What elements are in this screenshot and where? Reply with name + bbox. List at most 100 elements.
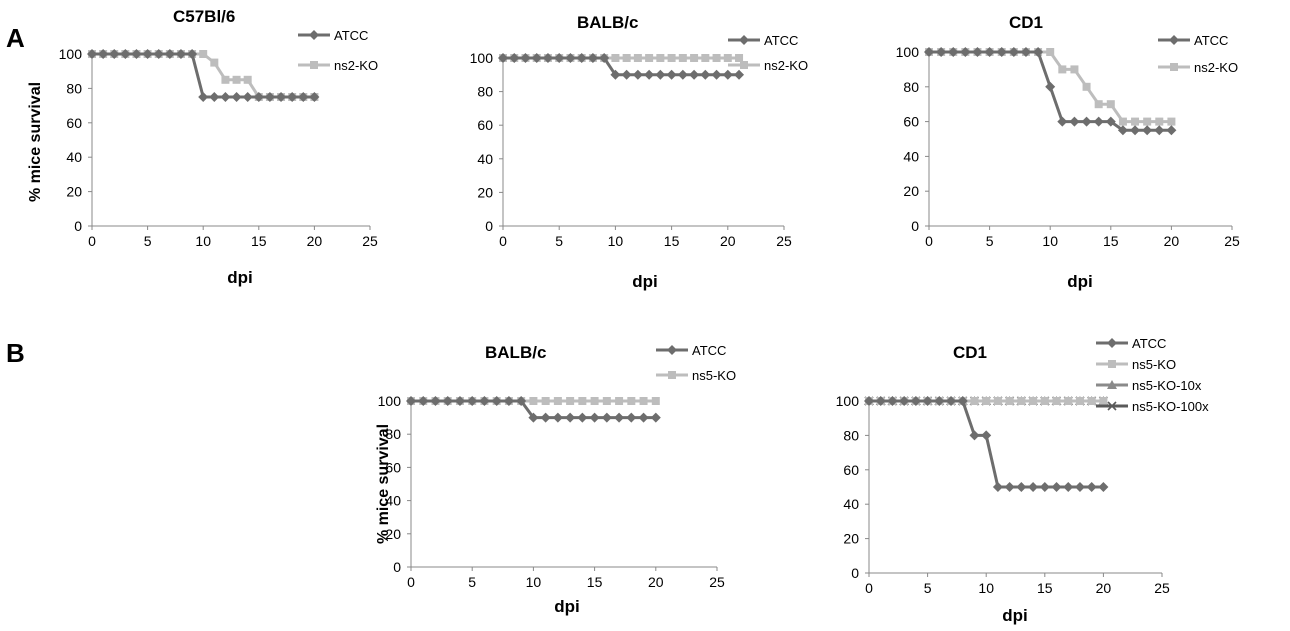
x-tick-label: 5 bbox=[144, 233, 152, 249]
data-point bbox=[645, 54, 654, 62]
data-point bbox=[418, 396, 429, 406]
chart-0: C57Bl/6 0 5 10 15 20 25 0 20 40 60 80 100 dpi % mice s… bbox=[27, 7, 378, 287]
data-point bbox=[981, 430, 992, 441]
data-point bbox=[554, 53, 565, 63]
data-point bbox=[677, 69, 688, 80]
y-axis-label: % mice survival bbox=[27, 82, 44, 202]
x-tick-label: 10 bbox=[978, 580, 994, 596]
x-tick-label: 25 bbox=[709, 574, 725, 590]
data-point bbox=[960, 47, 971, 57]
y-tick-label: 60 bbox=[477, 117, 493, 133]
data-point bbox=[264, 92, 275, 102]
series-line bbox=[92, 52, 315, 99]
data-point bbox=[701, 54, 710, 62]
legend-label: ns5-KO bbox=[1132, 357, 1176, 372]
data-point bbox=[242, 92, 253, 102]
data-point bbox=[1142, 125, 1153, 136]
data-point bbox=[1118, 117, 1127, 126]
chart-1: BALB/c 0 5 10 15 20 25 0 20 40 60 80 100 dpi ATCC ns2-K… bbox=[470, 13, 808, 291]
data-point bbox=[142, 49, 153, 59]
y-tick-label: 40 bbox=[843, 496, 859, 512]
legend-label: ns5-KO-100x bbox=[1132, 399, 1209, 414]
x-tick-label: 10 bbox=[608, 233, 624, 249]
data-point bbox=[1094, 100, 1103, 109]
data-point bbox=[615, 397, 624, 405]
data-point bbox=[689, 69, 700, 80]
data-point bbox=[553, 397, 562, 405]
x-axis-label: dpi bbox=[1067, 272, 1093, 291]
y-tick-label: 60 bbox=[66, 115, 82, 131]
data-point bbox=[589, 412, 600, 423]
legend-label: ns2-KO bbox=[764, 58, 808, 73]
y-tick-label: 100 bbox=[470, 50, 494, 66]
data-point bbox=[711, 69, 722, 80]
x-axis-label: dpi bbox=[1002, 606, 1028, 625]
x-tick-label: 10 bbox=[1042, 233, 1058, 249]
data-point bbox=[621, 69, 632, 80]
data-point bbox=[253, 92, 264, 102]
data-point bbox=[542, 53, 553, 63]
data-point bbox=[1099, 397, 1108, 405]
data-point bbox=[576, 53, 587, 63]
legend-marker bbox=[1107, 338, 1117, 348]
x-tick-label: 10 bbox=[526, 574, 542, 590]
data-point bbox=[1166, 125, 1177, 136]
y-tick-label: 0 bbox=[851, 565, 859, 581]
y-tick-label: 100 bbox=[896, 44, 920, 60]
y-tick-label: 20 bbox=[385, 526, 401, 542]
data-point bbox=[577, 412, 588, 423]
data-point bbox=[627, 397, 636, 405]
legend: ATCC ns2-KO bbox=[298, 28, 378, 73]
data-point bbox=[131, 49, 142, 59]
y-tick-label: 100 bbox=[59, 46, 83, 62]
data-point bbox=[899, 396, 910, 406]
data-point bbox=[626, 412, 637, 423]
series-line bbox=[503, 56, 740, 77]
data-point bbox=[565, 412, 576, 423]
data-point bbox=[690, 54, 699, 62]
data-point bbox=[924, 47, 934, 57]
legend-marker bbox=[668, 371, 676, 379]
data-point bbox=[1058, 65, 1067, 74]
legend-label: ns2-KO bbox=[334, 58, 378, 73]
legend-label: ATCC bbox=[1194, 33, 1228, 48]
chart-3: BALB/c 0 5 10 15 20 25 0 20 40 60 80 100 dpi % mice su… bbox=[375, 343, 736, 616]
series-atcc bbox=[87, 49, 320, 102]
data-point bbox=[1004, 482, 1015, 492]
x-tick-label: 0 bbox=[499, 233, 507, 249]
y-tick-label: 80 bbox=[843, 427, 859, 443]
legend-marker bbox=[309, 30, 319, 40]
data-point bbox=[678, 54, 687, 62]
series-atcc bbox=[864, 396, 1109, 492]
legend-label: ns2-KO bbox=[1194, 60, 1238, 75]
data-point bbox=[210, 58, 219, 67]
x-tick-label: 20 bbox=[1164, 233, 1180, 249]
data-point bbox=[948, 47, 959, 57]
data-point bbox=[1028, 482, 1039, 492]
data-point bbox=[735, 54, 744, 62]
legend-marker-stroke-b bbox=[1107, 401, 1117, 411]
data-point bbox=[221, 75, 230, 84]
data-point bbox=[934, 396, 945, 406]
data-point bbox=[622, 54, 631, 62]
data-point bbox=[957, 396, 968, 406]
legend-label: ATCC bbox=[1132, 336, 1166, 351]
data-point bbox=[276, 92, 287, 102]
data-point bbox=[120, 49, 131, 59]
x-axis-label: dpi bbox=[227, 268, 253, 287]
y-tick-label: 80 bbox=[903, 79, 919, 95]
data-point bbox=[109, 49, 120, 59]
data-point bbox=[1074, 482, 1085, 492]
data-point bbox=[516, 396, 527, 406]
legend-label: ns5-KO-10x bbox=[1132, 378, 1202, 393]
data-point bbox=[1106, 100, 1115, 109]
data-point bbox=[1082, 82, 1091, 91]
data-point bbox=[1098, 482, 1109, 492]
legend-label: ATCC bbox=[692, 343, 726, 358]
data-point bbox=[910, 396, 921, 406]
data-point bbox=[164, 49, 175, 59]
y-tick-label: 40 bbox=[66, 149, 82, 165]
chart-2: CD1 0 5 10 15 20 25 0 20 40 60 80 100 dpi ATCC ns2-KO bbox=[896, 13, 1240, 291]
x-tick-label: 25 bbox=[1224, 233, 1240, 249]
x-tick-label: 15 bbox=[1037, 580, 1053, 596]
